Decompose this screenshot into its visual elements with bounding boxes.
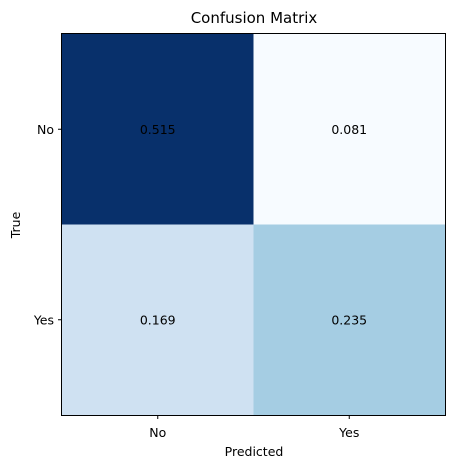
y-tick-label: Yes — [33, 312, 54, 327]
x-tick-label: Yes — [338, 425, 359, 440]
heatmap-cell — [253, 224, 446, 416]
y-axis: No Yes — [33, 122, 62, 327]
y-axis-label: True — [8, 211, 23, 239]
cell-value-label: 0.081 — [331, 122, 367, 137]
x-axis: No Yes — [149, 415, 359, 440]
heatmap-cell-labels: 0.515 0.081 0.169 0.235 — [140, 122, 367, 328]
heatmap-cells — [62, 34, 446, 416]
x-axis-label: Predicted — [225, 444, 284, 459]
chart-title: Confusion Matrix — [191, 9, 318, 27]
cell-value-label: 0.235 — [331, 312, 367, 327]
plot-frame — [61, 33, 446, 416]
heatmap-cell — [253, 34, 446, 225]
heatmap-cell — [62, 34, 254, 225]
x-tick-label: No — [149, 425, 166, 440]
cell-value-label: 0.515 — [140, 122, 176, 137]
heatmap-cell — [62, 224, 254, 416]
y-tick-label: No — [37, 122, 54, 137]
cell-value-label: 0.169 — [140, 312, 176, 327]
